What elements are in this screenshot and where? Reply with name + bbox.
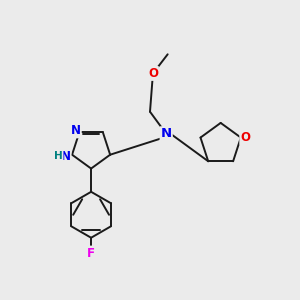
- Text: O: O: [240, 131, 250, 144]
- Text: N: N: [160, 127, 172, 140]
- Text: F: F: [87, 247, 95, 260]
- Text: N: N: [61, 150, 70, 163]
- Text: N: N: [71, 124, 81, 137]
- Text: H: H: [54, 151, 63, 161]
- Text: O: O: [148, 67, 158, 80]
